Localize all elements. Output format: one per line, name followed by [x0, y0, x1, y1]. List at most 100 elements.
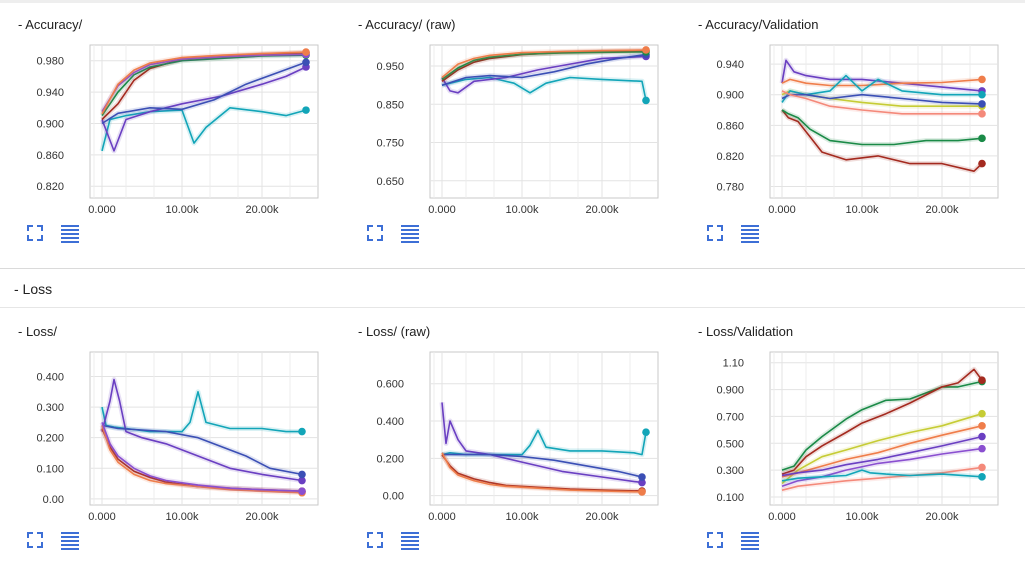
- plot-frame: [429, 44, 659, 199]
- fullscreen-icon[interactable]: [704, 529, 726, 551]
- series-end-point[interactable]: [302, 106, 310, 114]
- data-table-icon[interactable]: [399, 222, 421, 244]
- accuracy-validation-chart: 0.780 0.820 0.860 0.900 0.940 0.000 10.00k 20.0…: [716, 44, 999, 216]
- x-tick-label: 10.00k: [845, 204, 879, 216]
- loss-chart: 0.00 0.100 0.200 0.300 0.400 0.000 10.00k 20.00…: [36, 351, 319, 523]
- series-line-brown: [781, 368, 983, 475]
- data-table-icon[interactable]: [739, 529, 761, 551]
- y-tick-label: 1.10: [723, 358, 744, 370]
- series-end-point[interactable]: [638, 478, 646, 487]
- series-end-point[interactable]: [298, 476, 306, 485]
- series-line-violet: [781, 447, 983, 487]
- series-line-violet: [101, 53, 307, 113]
- x-tick-label: 20.00k: [245, 511, 279, 523]
- x-tick-label: 0.000: [428, 204, 456, 216]
- series-end-point[interactable]: [978, 159, 986, 168]
- y-tick-label: 0.820: [36, 181, 64, 193]
- y-tick-label: 0.200: [36, 433, 64, 445]
- plot-frame: [769, 44, 999, 199]
- series-end-point[interactable]: [298, 470, 306, 479]
- series-end-point[interactable]: [302, 48, 310, 56]
- series-line-orange: [441, 452, 643, 493]
- series-line-purple: [101, 378, 303, 482]
- series-line-lime: [781, 412, 983, 485]
- series-end-point[interactable]: [978, 75, 986, 84]
- chart-title: - Accuracy/Validation: [698, 17, 819, 32]
- fullscreen-icon[interactable]: [24, 222, 46, 244]
- y-tick-label: 0.400: [376, 416, 404, 428]
- series-end-point[interactable]: [298, 427, 306, 436]
- series-end-point[interactable]: [978, 444, 986, 453]
- chart-card-loss: - Loss/ 0.00 0.100 0.200 0.300 0.400 0.000 10.…: [0, 307, 340, 567]
- plot-frame: [89, 44, 319, 199]
- series-end-point[interactable]: [642, 96, 650, 105]
- loss-validation-chart: 0.100 0.300 0.500 0.700 0.900 1.10 0.000 10.00k…: [716, 351, 999, 523]
- accuracy-raw-chart: 0.650 0.750 0.850 0.950 0.000 10.00k 20.00k: [376, 44, 659, 216]
- series-line-teal: [781, 74, 982, 103]
- series-line-orange: [101, 425, 303, 494]
- fullscreen-icon[interactable]: [364, 222, 386, 244]
- series-end-point[interactable]: [298, 487, 306, 496]
- y-tick-label: 0.100: [716, 492, 744, 504]
- series-end-point[interactable]: [978, 110, 986, 118]
- plot-frame: [429, 351, 659, 506]
- series-end-point[interactable]: [978, 432, 986, 441]
- data-table-icon[interactable]: [59, 222, 81, 244]
- series-end-point[interactable]: [978, 100, 986, 108]
- fullscreen-icon[interactable]: [364, 529, 386, 551]
- y-tick-label: 0.850: [376, 99, 404, 111]
- y-tick-label: 0.780: [716, 182, 744, 194]
- y-tick-label: 0.100: [36, 463, 64, 475]
- series-line-purple: [441, 402, 643, 484]
- series-end-point[interactable]: [978, 473, 986, 481]
- y-tick-label: 0.860: [716, 120, 744, 132]
- plot-frame: [769, 351, 999, 506]
- data-table-icon[interactable]: [739, 222, 761, 244]
- data-table-icon[interactable]: [399, 529, 421, 551]
- series-end-point[interactable]: [642, 46, 650, 54]
- series-end-point[interactable]: [978, 376, 986, 384]
- y-tick-label: 0.750: [376, 138, 404, 150]
- series-line-blue: [101, 424, 303, 476]
- x-tick-label: 10.00k: [505, 511, 539, 523]
- series-line-teal: [781, 469, 983, 482]
- x-tick-label: 10.00k: [505, 204, 539, 216]
- fullscreen-icon[interactable]: [704, 222, 726, 244]
- chart-card-loss-validation: - Loss/Validation 0.100 0.300 0.500 0.700 0.…: [680, 307, 1020, 567]
- series-end-point[interactable]: [978, 409, 986, 418]
- chart-title: - Loss/Validation: [698, 324, 794, 339]
- y-tick-label: 0.600: [376, 379, 404, 391]
- series-raw-band: [99, 389, 302, 435]
- y-tick-label: 0.700: [716, 411, 744, 423]
- y-tick-label: 0.860: [36, 150, 64, 162]
- x-tick-label: 0.000: [768, 511, 796, 523]
- series-end-point[interactable]: [978, 422, 986, 430]
- series-line-green: [781, 380, 983, 471]
- chart-title: - Loss/: [18, 324, 58, 339]
- series-end-point[interactable]: [638, 473, 646, 481]
- y-tick-label: 0.940: [36, 87, 64, 99]
- series-line-teal: [101, 107, 307, 152]
- series-line-green: [781, 109, 983, 146]
- series-end-point[interactable]: [978, 90, 986, 99]
- x-tick-label: 20.00k: [585, 204, 619, 216]
- loss-raw-chart: 0.00 0.200 0.400 0.600 0.000 10.00k 20.00k: [376, 351, 659, 523]
- fullscreen-icon[interactable]: [24, 529, 46, 551]
- series-end-point[interactable]: [978, 463, 986, 472]
- series-end-point[interactable]: [642, 428, 650, 437]
- x-tick-label: 20.00k: [585, 511, 619, 523]
- series-end-point[interactable]: [638, 488, 646, 496]
- series-end-point[interactable]: [978, 134, 986, 143]
- y-tick-label: 0.400: [36, 371, 64, 383]
- series-line-purple: [441, 55, 647, 94]
- x-tick-label: 20.00k: [925, 204, 959, 216]
- y-tick-label: 0.820: [716, 151, 744, 163]
- x-tick-label: 20.00k: [245, 204, 279, 216]
- x-tick-label: 10.00k: [165, 204, 199, 216]
- series-end-point[interactable]: [302, 58, 310, 67]
- data-table-icon[interactable]: [59, 529, 81, 551]
- series-line-purple: [101, 66, 307, 152]
- section-header-loss[interactable]: - Loss: [0, 268, 1025, 308]
- series-line-violet: [101, 422, 303, 492]
- y-tick-label: 0.500: [716, 438, 744, 450]
